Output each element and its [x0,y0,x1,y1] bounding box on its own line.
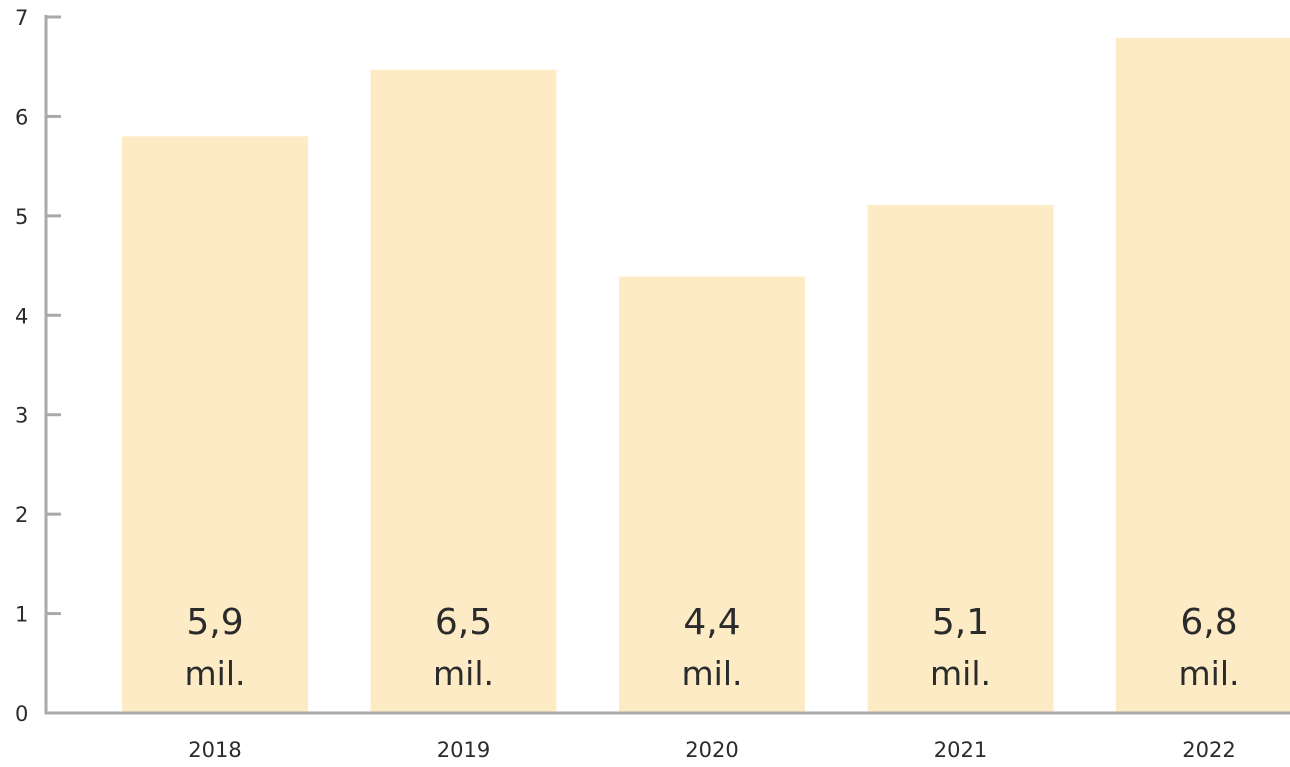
x-tick-label-2020: 2020 [685,738,738,762]
y-tick-label-0: 0 [15,702,28,726]
y-axis: 0 1 2 3 4 5 6 7 [15,6,61,726]
y-tick-label-2: 2 [15,503,28,527]
y-tick-label-4: 4 [15,304,28,328]
x-tick-label-2019: 2019 [437,738,490,762]
data-label-value-2020: 4,4 [683,602,740,643]
data-label-unit-2020: mil. [682,654,743,693]
y-tick-label-5: 5 [15,205,28,229]
bar-2021 [867,204,1054,714]
bar-2022 [1116,37,1290,713]
data-label-value-2022: 6,8 [1180,602,1237,643]
y-tick-label-1: 1 [15,603,28,627]
bar-2018 [122,136,308,714]
y-tick-label-3: 3 [15,404,28,428]
x-axis: 2018 2019 2020 2021 2022 [44,711,1290,762]
y-tick-label-7: 7 [15,6,28,30]
data-labels-group: 5,9 mil. 6,5 mil. 4,4 mil. 5,1 mil. 6,8 mil. [185,602,1240,693]
bar-2020 [619,276,805,713]
data-label-value-2019: 6,5 [435,602,492,643]
data-label-value-2021: 5,1 [932,602,989,643]
data-label-value-2018: 5,9 [186,602,243,643]
x-tick-label-2022: 2022 [1182,738,1235,762]
data-label-unit-2022: mil. [1179,654,1240,693]
y-tick-label-6: 6 [15,105,28,129]
data-label-unit-2018: mil. [185,654,246,693]
x-tick-label-2018: 2018 [188,738,241,762]
data-label-unit-2021: mil. [930,654,991,693]
data-label-unit-2019: mil. [433,654,494,693]
bar-2019 [370,69,557,713]
x-tick-label-2021: 2021 [934,738,987,762]
bars-group [122,37,1290,714]
